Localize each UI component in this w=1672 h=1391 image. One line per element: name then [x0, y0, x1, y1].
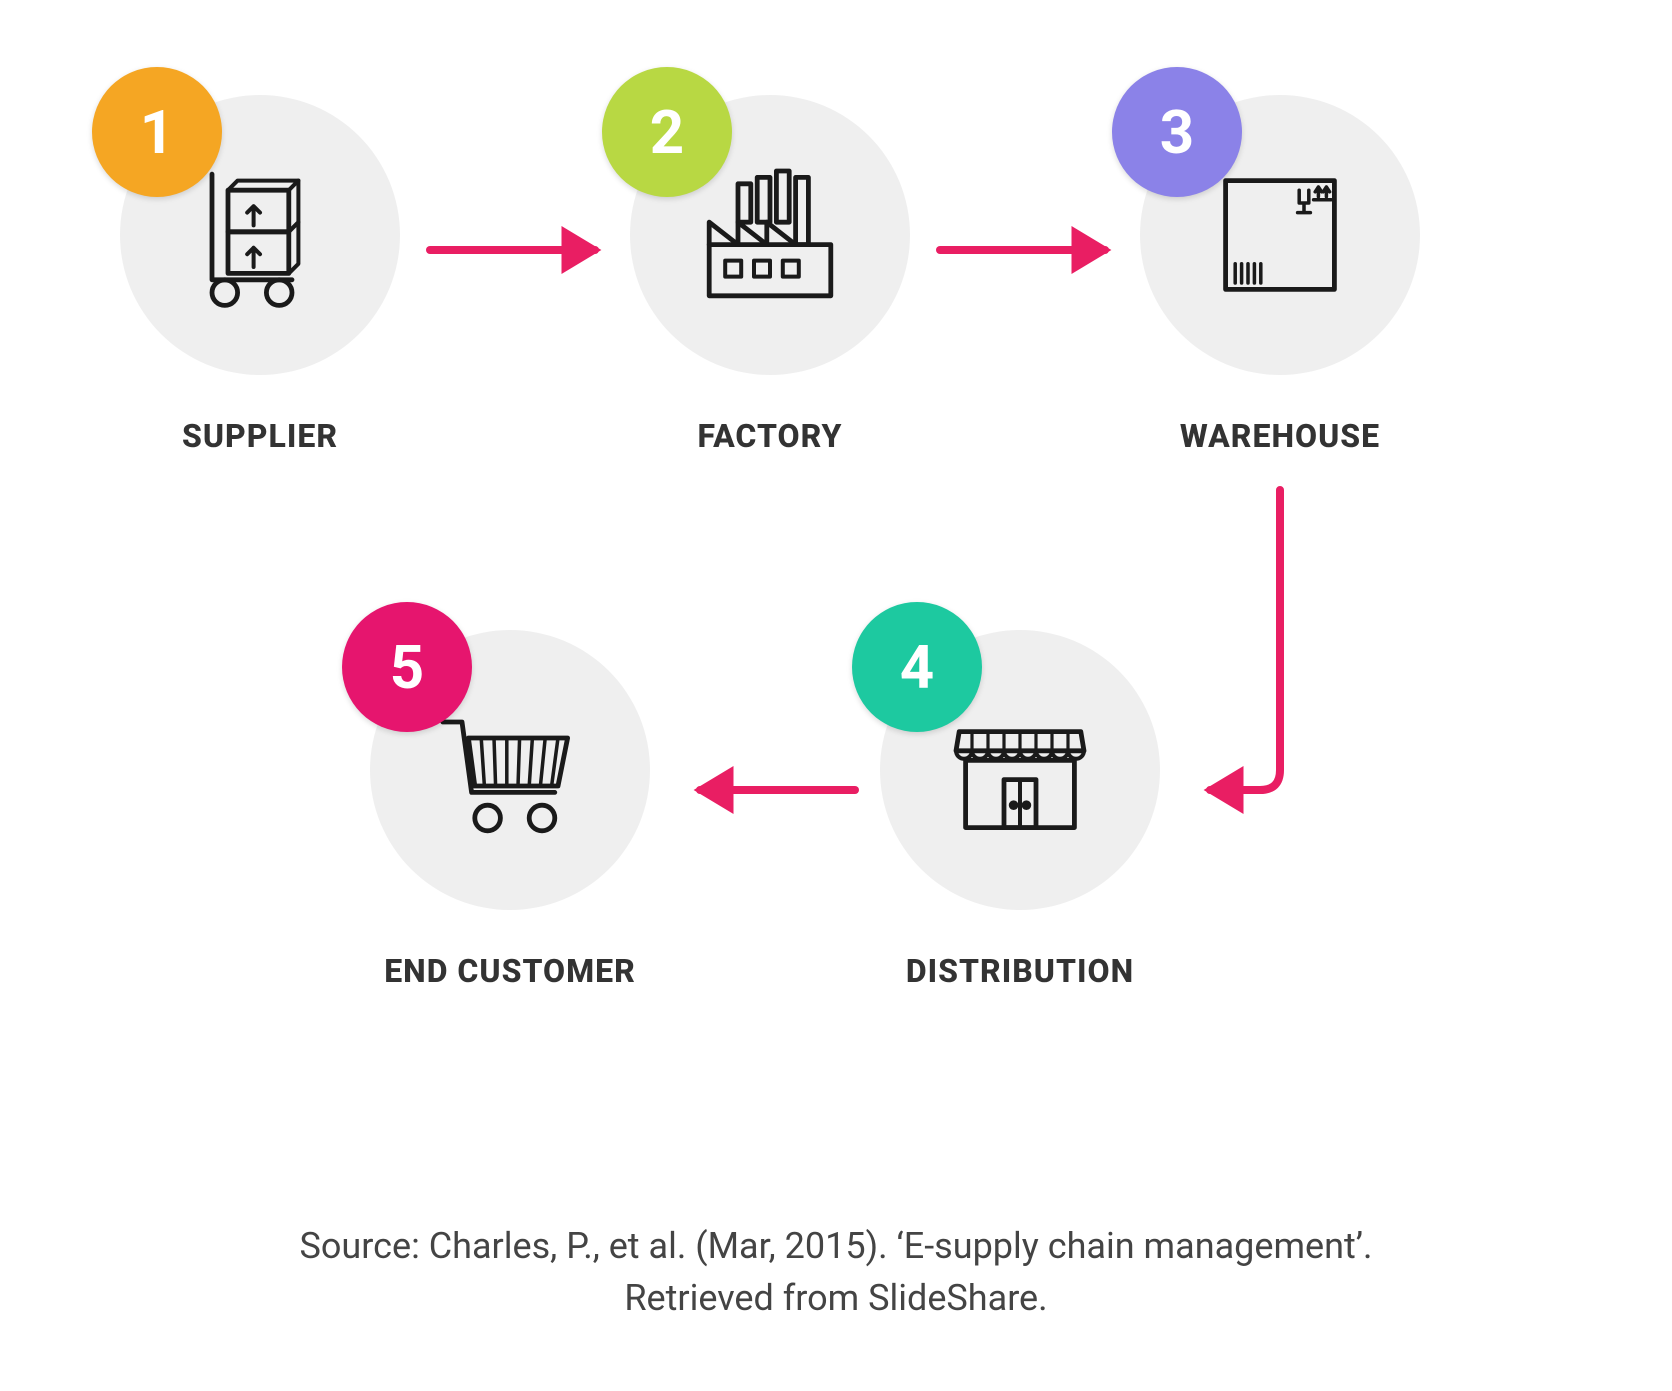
badge-number: 1 — [140, 97, 174, 168]
badge-number: 3 — [1160, 97, 1194, 168]
node-label: DISTRIBUTION — [870, 952, 1170, 990]
arrow-warehouse-to-distribution — [1210, 490, 1280, 790]
handtruck-icon — [180, 155, 340, 315]
node-bg: 1 — [120, 95, 400, 375]
node-bg: 3 — [1140, 95, 1420, 375]
cart-icon — [430, 690, 590, 850]
node-endcustomer: 5 — [360, 630, 660, 990]
node-label: FACTORY — [620, 417, 920, 455]
store-icon — [940, 690, 1100, 850]
node-warehouse: 3 — [1130, 95, 1430, 455]
source-citation: Source: Charles, P., et al. (Mar, 2015).… — [236, 1220, 1436, 1324]
node-distribution: 4 — [870, 630, 1170, 990]
supply-chain-diagram: 1 SUPPLIE — [0, 0, 1672, 1391]
badge-4: 4 — [852, 602, 982, 732]
node-bg: 2 — [630, 95, 910, 375]
node-label: WAREHOUSE — [1130, 417, 1430, 455]
badge-number: 2 — [650, 97, 684, 168]
node-supplier: 1 SUPPLIE — [110, 95, 410, 455]
box-icon — [1200, 155, 1360, 315]
badge-5: 5 — [342, 602, 472, 732]
badge-1: 1 — [92, 67, 222, 197]
node-bg: 4 — [880, 630, 1160, 910]
node-label: SUPPLIER — [110, 417, 410, 455]
badge-number: 4 — [900, 632, 934, 703]
node-label: END CUSTOMER — [360, 952, 660, 990]
badge-2: 2 — [602, 67, 732, 197]
badge-3: 3 — [1112, 67, 1242, 197]
factory-icon — [690, 155, 850, 315]
node-factory: 2 FACTORY — [620, 95, 920, 455]
node-bg: 5 — [370, 630, 650, 910]
badge-number: 5 — [390, 632, 424, 703]
